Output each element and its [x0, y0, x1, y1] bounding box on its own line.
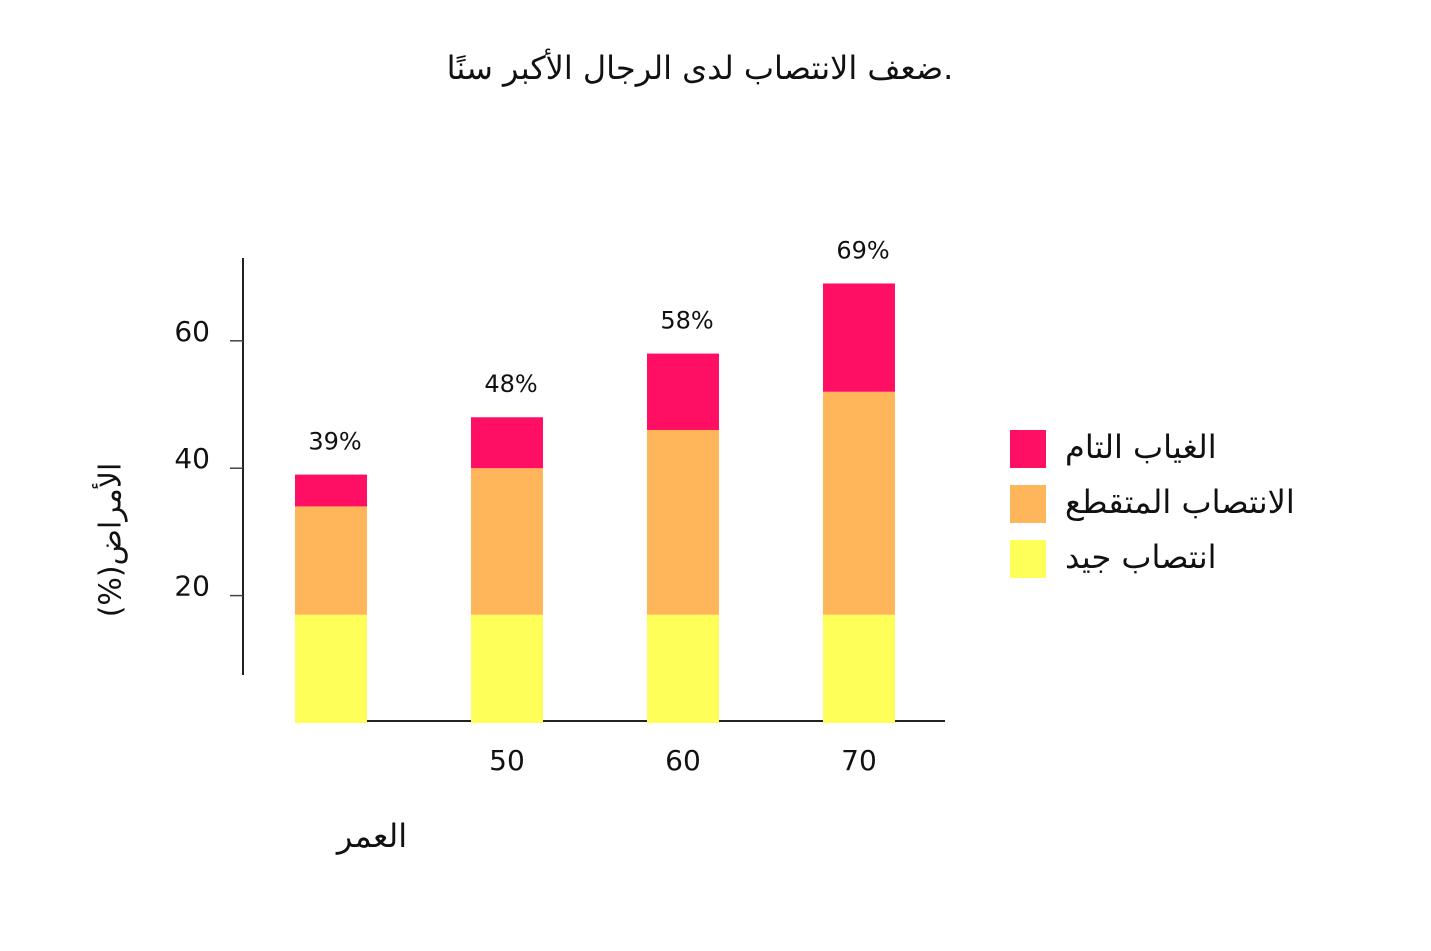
- x-axis-label: العمر: [335, 817, 407, 855]
- total-label: 58%: [660, 307, 713, 335]
- total-label: 39%: [308, 428, 361, 456]
- chart-title: ضعف الانتصاب لدى الرجال الأكبر سنًا.: [447, 48, 954, 87]
- total-label: 69%: [836, 236, 889, 264]
- bar-segment: [647, 614, 719, 723]
- bar-segment: [647, 429, 719, 615]
- legend-label: انتصاب جيد: [1065, 538, 1216, 576]
- legend-swatch: [1010, 485, 1046, 523]
- y-tick-label: 40: [174, 442, 210, 475]
- y-axis-label: (%)الأمراض: [91, 463, 129, 618]
- legend-swatch: [1010, 540, 1046, 578]
- x-tick-label: 50: [489, 744, 525, 777]
- bar-segment: [295, 614, 367, 723]
- bar-segment: [823, 283, 895, 392]
- bar-segment: [295, 474, 367, 507]
- legend-label: الغياب التام: [1065, 428, 1217, 466]
- legend-label: الانتصاب المتقطع: [1065, 483, 1295, 521]
- bar-segment: [471, 614, 543, 723]
- y-tick-label: 60: [174, 315, 210, 348]
- x-tick-label: 60: [665, 744, 701, 777]
- bar-segment: [471, 417, 543, 469]
- y-tick-label: 20: [174, 570, 210, 603]
- bar-segment: [471, 468, 543, 615]
- bar-segment: [823, 391, 895, 615]
- bar-segment: [295, 506, 367, 615]
- total-label: 48%: [484, 370, 537, 398]
- bar-segment: [823, 614, 895, 723]
- bar-segment: [647, 353, 719, 430]
- legend-swatch: [1010, 430, 1046, 468]
- x-tick-label: 70: [841, 744, 877, 777]
